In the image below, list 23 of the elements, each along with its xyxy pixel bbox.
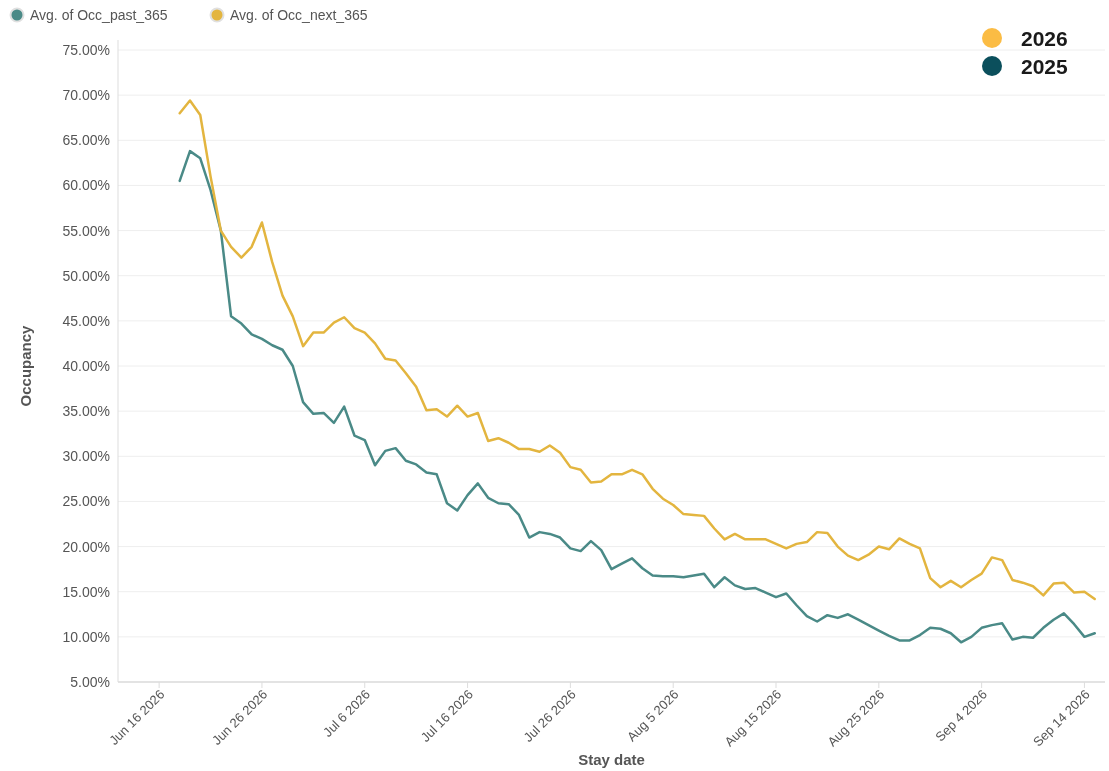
y-tick-label: 40.00% [62, 358, 110, 374]
y-tick-label: 15.00% [62, 583, 110, 600]
y-tick-label: 60.00% [62, 177, 110, 194]
y-tick-label: 50.00% [62, 267, 110, 284]
legend-label: Avg. of Occ_past_365 [30, 7, 168, 23]
y-tick-label: 30.00% [62, 448, 110, 465]
annotation: 2025 [1021, 55, 1069, 78]
line-series [178, 149, 1096, 644]
annotation: 2026 [1021, 27, 1068, 50]
y-tick-label: 55.00% [62, 222, 110, 239]
line-series [178, 99, 1096, 601]
y-tick-label: 25.00% [62, 493, 110, 510]
y-tick-label: 70.00% [62, 87, 110, 104]
y-tick-label: 45.00% [62, 312, 110, 329]
legend-label: Avg. of Occ_next_365 [230, 7, 368, 23]
y-tick-label: 35.00% [62, 403, 110, 420]
y-tick-label: 75.00% [62, 42, 110, 58]
y-axis-title: Occupancy [17, 324, 34, 407]
y-tick-label: 20.00% [62, 538, 110, 555]
y-tick-label: 65.00% [62, 132, 110, 149]
y-tick-label: 10.00% [62, 628, 110, 645]
x-axis-title: Stay date [578, 751, 645, 768]
y-tick-label: 5.00% [70, 674, 110, 690]
